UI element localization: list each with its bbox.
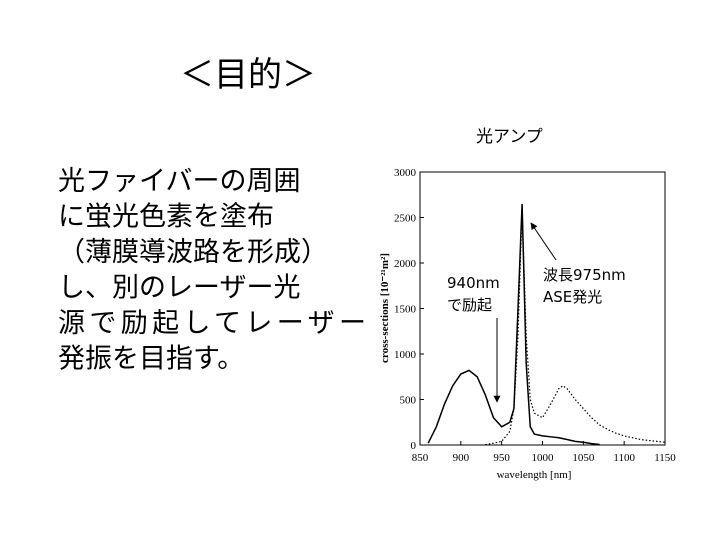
x-tick-label: 1150 bbox=[654, 452, 676, 464]
y-tick-label: 0 bbox=[411, 440, 417, 452]
x-tick-label: 900 bbox=[453, 452, 470, 464]
y-axis-label: cross-sections [10⁻²¹m²] bbox=[379, 253, 391, 363]
x-tick-label: 950 bbox=[493, 452, 510, 464]
x-axis-label: wavelength [nm] bbox=[497, 469, 572, 481]
chart-title: 光アンプ bbox=[476, 127, 543, 147]
y-tick-label: 2000 bbox=[394, 258, 417, 270]
y-tick-label: 1000 bbox=[394, 349, 417, 361]
y-tick-label: 500 bbox=[400, 395, 417, 407]
body-line: 発振を目指す。 bbox=[58, 344, 244, 375]
series-line bbox=[427, 203, 600, 446]
y-tick-label: 1500 bbox=[394, 304, 417, 316]
series-line bbox=[485, 208, 666, 446]
x-tick-label: 1100 bbox=[613, 452, 635, 464]
slide-title: ＜目的＞ bbox=[180, 55, 316, 95]
x-tick-label: 850 bbox=[412, 452, 429, 464]
annotation: で励起 bbox=[447, 296, 492, 314]
annotation: 940nm bbox=[447, 274, 500, 292]
body-line: 光ファイバーの周囲 bbox=[58, 166, 300, 197]
body-line: に蛍光色素を塗布 bbox=[58, 202, 274, 233]
arrow bbox=[530, 222, 557, 261]
annotation: 波長975nm bbox=[543, 266, 626, 284]
body-line: 源で励起してレーザー bbox=[58, 308, 366, 339]
annotation: ASE発光 bbox=[543, 288, 602, 306]
y-tick-label: 2500 bbox=[394, 213, 417, 225]
x-tick-label: 1000 bbox=[532, 452, 555, 464]
y-tick-label: 3000 bbox=[394, 167, 417, 179]
x-tick-label: 1050 bbox=[572, 452, 595, 464]
body-line: し、別のレーザー光 bbox=[58, 273, 300, 304]
body-line: （薄膜導波路を形成） bbox=[58, 237, 328, 268]
